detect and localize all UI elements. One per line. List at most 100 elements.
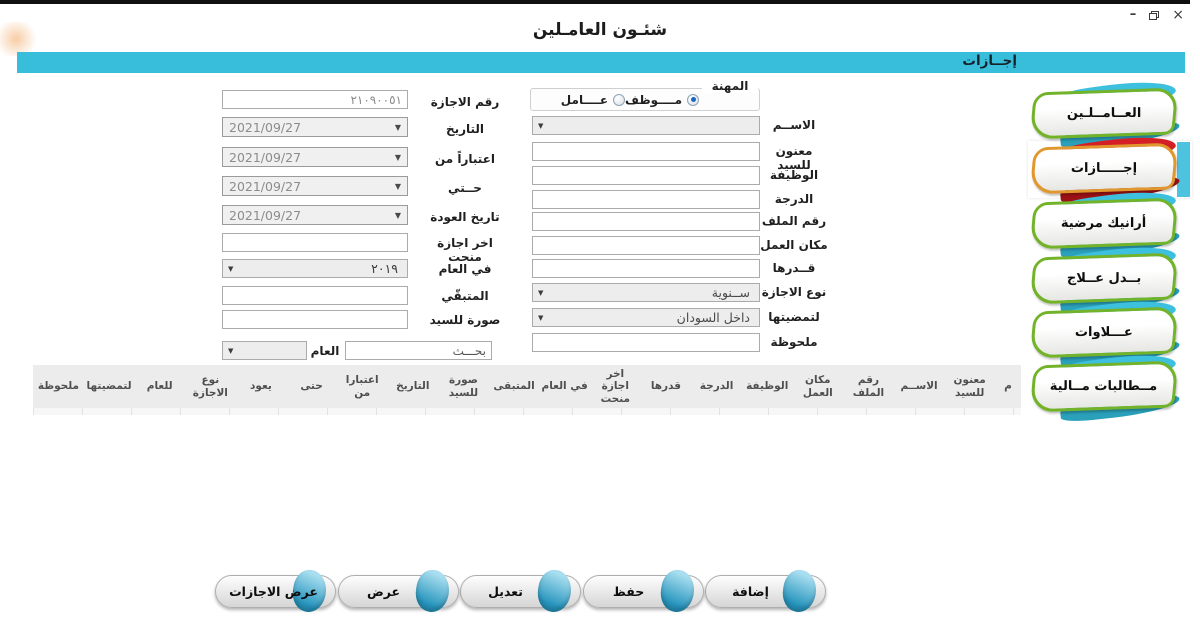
window-top-border <box>0 0 1190 4</box>
until-date-picker[interactable]: 2021/09/27 ▼ <box>222 176 408 196</box>
radio-label: مــــوظف <box>625 92 682 107</box>
column-header[interactable]: مكان العمل <box>802 374 833 399</box>
until-date-label: حــتي <box>448 181 482 195</box>
note-input[interactable] <box>532 333 760 352</box>
column-header[interactable]: يعود <box>250 380 272 393</box>
year-combobox[interactable]: ▼ <box>222 341 307 360</box>
chevron-down-icon: ▼ <box>394 210 401 220</box>
column-header[interactable]: اعتبارا من <box>345 374 379 399</box>
edit-button[interactable]: تعديل <box>460 567 581 615</box>
table-filter-row <box>33 408 1021 415</box>
view-button[interactable]: عرض <box>338 567 459 615</box>
name-combobox[interactable]: ▼ <box>532 116 760 135</box>
date-value: 2021/09/27 <box>229 119 302 135</box>
radio-unselected-icon[interactable] <box>613 93 626 106</box>
view-leaves-button[interactable]: عرض الاجازات <box>215 567 336 615</box>
section-banner-label: إجــازات <box>962 53 1017 69</box>
column-header[interactable]: قدرها <box>650 380 682 393</box>
copy-to-input[interactable] <box>222 310 408 329</box>
radio-option-employee[interactable]: مــــوظف <box>625 93 699 107</box>
date-label: التاريخ <box>445 122 485 136</box>
search-input[interactable] <box>345 341 492 360</box>
column-header[interactable]: اخر اجازة منحت <box>600 368 631 405</box>
leave-number-label: رقم الاجازة <box>430 95 500 109</box>
column-header[interactable]: الاســم <box>900 380 938 393</box>
remaining-input[interactable] <box>222 286 408 305</box>
from-date-picker[interactable]: 2021/09/27 ▼ <box>222 147 408 167</box>
combo-value: ٢٠١٩ <box>371 261 398 276</box>
chevron-down-icon: ▼ <box>228 346 234 355</box>
year-label: العام <box>310 344 340 358</box>
sidebar-item-sick-forms[interactable]: أرانيك مرضية <box>1029 185 1181 261</box>
profession-group-legend: المهنة <box>702 79 758 93</box>
close-icon[interactable]: × <box>1172 7 1184 23</box>
column-header[interactable]: الدرجة <box>699 380 734 393</box>
column-header[interactable]: ملحوظة <box>37 380 80 393</box>
add-button[interactable]: إضافة <box>705 567 826 615</box>
column-header[interactable]: رقم الملف <box>852 374 885 399</box>
save-button[interactable]: حفظ <box>583 567 704 615</box>
corner-glow-decoration <box>0 22 40 56</box>
column-header[interactable]: نوع الاجازة <box>192 374 228 399</box>
last-leave-input[interactable] <box>222 233 408 252</box>
date-value: 2021/09/27 <box>229 178 302 194</box>
column-header[interactable]: في العام <box>541 380 588 393</box>
button-label: تعديل <box>488 584 523 599</box>
addressed-to-input[interactable] <box>532 142 760 161</box>
sidebar-item-leaves[interactable]: إجـــــازات <box>1029 130 1181 206</box>
spend-location-label: لتمضيتها <box>768 310 820 324</box>
restore-icon[interactable] <box>1149 10 1160 20</box>
leave-type-combobox[interactable]: ▼ ســنوية <box>532 283 760 302</box>
column-header[interactable]: للعام <box>146 380 173 393</box>
button-plate: إجـــــازات <box>1029 142 1179 195</box>
chevron-down-icon: ▼ <box>394 152 401 162</box>
sidebar-item-label: مــطالبات مــالية <box>1050 379 1158 394</box>
column-header[interactable]: صورة للسيد <box>448 374 479 399</box>
grade-input[interactable] <box>532 190 760 209</box>
amount-label: قــدرها <box>772 261 816 275</box>
job-input[interactable] <box>532 166 760 185</box>
note-label: ملحوظة <box>770 335 818 349</box>
sidebar-item-financial-claims[interactable]: مــطالبات مــالية <box>1029 348 1181 424</box>
chevron-down-icon: ▼ <box>538 121 544 130</box>
chevron-down-icon: ▼ <box>538 288 544 297</box>
workplace-input[interactable] <box>532 236 760 255</box>
name-label: الاســم <box>772 118 816 132</box>
button-plate: عـــلاوات <box>1029 306 1179 359</box>
column-header[interactable]: لتمضيتها <box>86 380 132 393</box>
leave-type-label: نوع الاجازة <box>761 285 827 299</box>
amount-input[interactable] <box>532 259 760 278</box>
button-label: عرض الاجازات <box>229 584 318 599</box>
column-header[interactable]: المتبقى <box>493 380 535 393</box>
sidebar-item-employees[interactable]: العــامــلـين <box>1029 75 1181 151</box>
date-value: 2021/09/27 <box>229 149 302 165</box>
radio-selected-icon[interactable] <box>687 93 699 106</box>
combo-value: داخل السودان <box>676 310 750 325</box>
button-label: إضافة <box>732 584 769 599</box>
column-header[interactable]: معنون للسيد <box>953 374 986 399</box>
column-header[interactable]: م <box>1004 380 1012 393</box>
sidebar-item-bonuses[interactable]: عـــلاوات <box>1029 294 1181 370</box>
from-date-label: اعتباراً من <box>434 152 496 166</box>
sidebar-item-treatment-allowance[interactable]: بــدل عــلاج <box>1029 240 1181 316</box>
profession-groupbox: مــــوظف عــــامل <box>530 88 760 111</box>
in-year-combobox[interactable]: ▼ ٢٠١٩ <box>222 259 408 278</box>
in-year-label: في العام <box>438 262 492 276</box>
column-header[interactable]: حتى <box>300 380 323 393</box>
file-number-input[interactable] <box>532 212 760 231</box>
button-plate: بــدل عــلاج <box>1029 252 1179 305</box>
spend-location-combobox[interactable]: ▼ داخل السودان <box>532 308 760 327</box>
date-picker[interactable]: 2021/09/27 ▼ <box>222 117 408 137</box>
minimize-icon[interactable]: – <box>1129 7 1137 22</box>
chevron-down-icon: ▼ <box>538 313 544 322</box>
button-plate: مــطالبات مــالية <box>1029 360 1179 413</box>
column-header[interactable]: الوظيفة <box>746 380 789 393</box>
radio-option-worker[interactable]: عــــامل <box>561 93 626 107</box>
column-header[interactable]: التاريخ <box>396 380 430 393</box>
button-label: حفظ <box>612 584 645 599</box>
chevron-down-icon: ▼ <box>228 264 234 273</box>
return-date-picker[interactable]: 2021/09/27 ▼ <box>222 205 408 225</box>
section-banner: إجــازات <box>17 52 1185 73</box>
leave-number-input[interactable] <box>222 90 408 109</box>
